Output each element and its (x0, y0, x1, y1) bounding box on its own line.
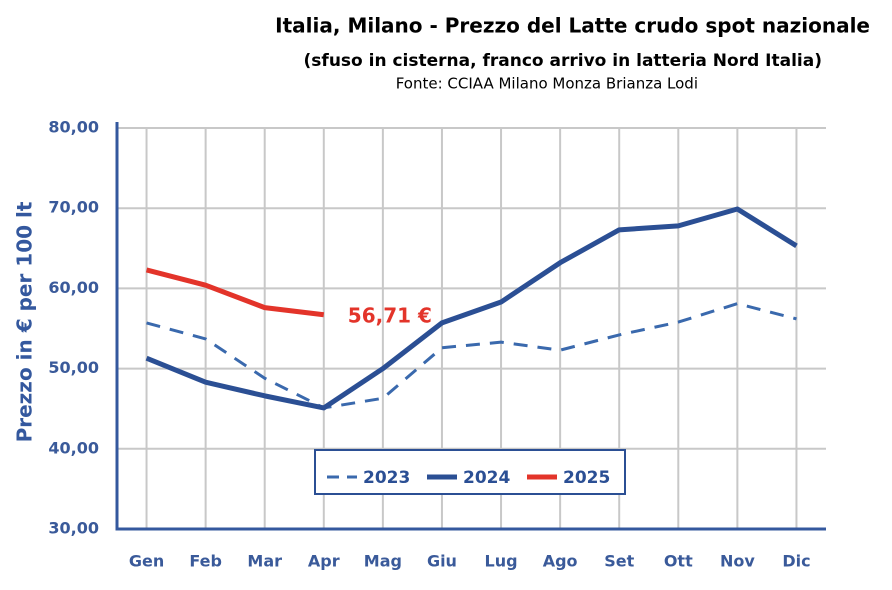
x-tick-label: Lug (485, 552, 518, 571)
x-tick-label: Giu (427, 552, 457, 571)
y-tick-label: 40,00 (48, 438, 99, 457)
x-tick-label: Nov (720, 552, 755, 571)
legend-label: 2024 (463, 468, 510, 488)
series-line (145, 267, 325, 318)
x-tick-label: Gen (129, 552, 164, 571)
y-tick-label: 30,00 (48, 519, 99, 538)
chart-subtitle: (sfuso in cisterna, franco arrivo in lat… (304, 51, 822, 71)
x-tick-label: Apr (308, 552, 340, 571)
series-line (146, 302, 797, 410)
x-tick-label: Ago (543, 552, 578, 571)
y-tick-label: 70,00 (48, 198, 99, 217)
x-tick-label: Set (604, 552, 634, 571)
x-tick-label: Ott (664, 552, 693, 571)
chart-title: Italia, Milano - Prezzo del Latte crudo … (275, 14, 870, 38)
x-tick-label: Dic (782, 552, 810, 571)
legend-label: 2023 (363, 468, 410, 488)
y-tick-label: 50,00 (48, 358, 99, 377)
chart-source: Fonte: CCIAA Milano Monza Brianza Lodi (396, 75, 698, 93)
x-tick-label: Mar (247, 552, 282, 571)
data-label: 56,71 € (348, 303, 432, 327)
y-axis-label: Prezzo in € per 100 lt (13, 201, 37, 442)
y-tick-label: 80,00 (48, 118, 99, 137)
legend-label: 2025 (563, 468, 610, 488)
legend: 2023 2024 2025 (314, 449, 626, 495)
series-line (145, 206, 798, 411)
legend-box (314, 449, 626, 495)
x-tick-label: Feb (189, 552, 222, 571)
y-tick-label: 60,00 (48, 278, 99, 297)
x-tick-label: Mag (364, 552, 402, 571)
